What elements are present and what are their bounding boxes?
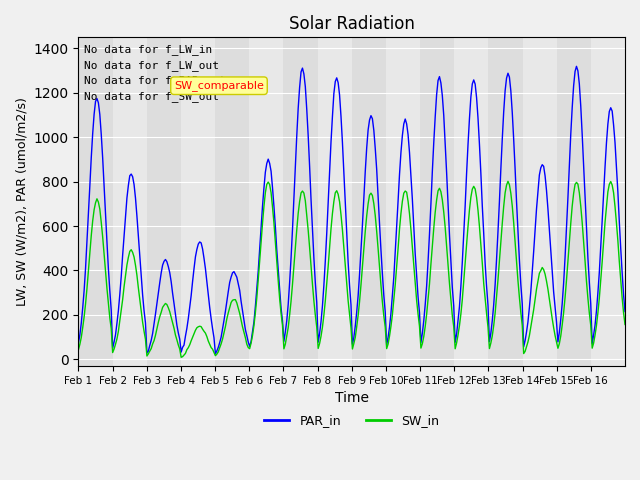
Bar	[591, 37, 625, 366]
Bar	[386, 37, 420, 366]
Bar	[420, 37, 454, 366]
SW_in	[110, 346, 118, 352]
SW_in	[93, 196, 100, 202]
PAR_in	[75, 340, 83, 346]
SW_in	[466, 207, 474, 213]
PAR_in	[110, 339, 118, 345]
Bar	[249, 37, 284, 366]
Bar	[79, 37, 113, 366]
Line: PAR_in: PAR_in	[79, 66, 625, 354]
PAR_in	[621, 309, 629, 314]
SW_in	[75, 347, 83, 353]
Text: No data for f_PAR_out: No data for f_PAR_out	[84, 75, 226, 86]
Bar	[488, 37, 522, 366]
Bar	[454, 37, 488, 366]
PAR_in	[466, 116, 474, 122]
PAR_in	[573, 63, 580, 69]
Bar	[284, 37, 317, 366]
SW_in	[504, 179, 512, 184]
Text: No data for f_SW_out: No data for f_SW_out	[84, 91, 219, 102]
PAR_in	[357, 248, 365, 253]
Y-axis label: LW, SW (W/m2), PAR (umol/m2/s): LW, SW (W/m2), PAR (umol/m2/s)	[15, 97, 28, 306]
Bar	[147, 37, 181, 366]
Bar	[522, 37, 557, 366]
Bar	[317, 37, 352, 366]
Line: SW_in: SW_in	[79, 181, 625, 357]
X-axis label: Time: Time	[335, 391, 369, 405]
Bar	[557, 37, 591, 366]
SW_in	[548, 316, 556, 322]
Text: SW_comparable: SW_comparable	[174, 80, 264, 91]
PAR_in	[620, 292, 627, 298]
SW_in	[620, 310, 627, 316]
PAR_in	[212, 351, 220, 357]
Text: No data for f_LW_out: No data for f_LW_out	[84, 60, 219, 71]
SW_in	[621, 322, 629, 327]
Legend: PAR_in, SW_in: PAR_in, SW_in	[259, 409, 444, 432]
Bar	[352, 37, 386, 366]
Title: Solar Radiation: Solar Radiation	[289, 15, 415, 33]
Bar	[113, 37, 147, 366]
SW_in	[177, 354, 185, 360]
Bar	[215, 37, 249, 366]
Text: No data for f_LW_in: No data for f_LW_in	[84, 44, 212, 55]
PAR_in	[547, 249, 555, 255]
SW_in	[357, 282, 365, 288]
Bar	[181, 37, 215, 366]
PAR_in	[93, 96, 100, 101]
